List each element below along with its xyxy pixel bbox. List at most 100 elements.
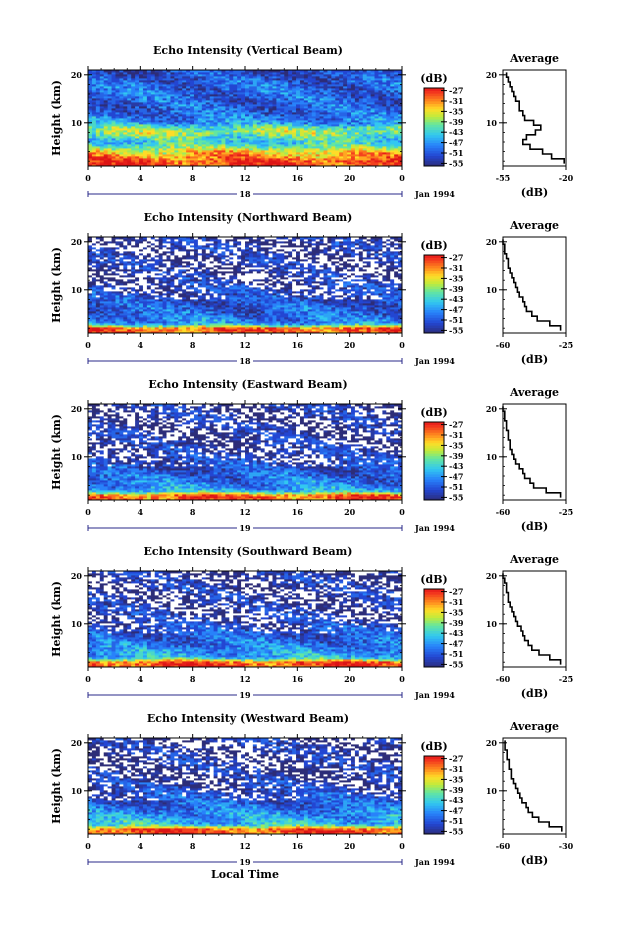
heatmap-cell	[154, 76, 160, 79]
heatmap-cell	[256, 317, 262, 320]
heatmap-cell	[131, 275, 136, 278]
heatmap-cell	[303, 148, 317, 151]
heatmap-cell	[131, 90, 140, 93]
heatmap-cell	[119, 273, 128, 276]
heatmap-cell	[327, 283, 340, 286]
heatmap-cell	[123, 124, 136, 127]
heatmap-cell	[378, 323, 387, 326]
heatmap-cell	[339, 295, 344, 298]
heatmap-cell	[209, 74, 215, 77]
heatmap-cell	[186, 283, 191, 286]
heatmap-cell	[217, 146, 222, 149]
heatmap-cell	[99, 74, 105, 77]
heatmap-cell	[233, 136, 238, 139]
heatmap-cell	[225, 156, 230, 159]
heatmap-cell	[299, 128, 305, 131]
heatmap-cell	[217, 285, 222, 288]
heatmap-cell	[123, 323, 132, 326]
heatmap-cell	[162, 309, 167, 312]
heatmap-cell	[139, 134, 152, 137]
heatmap-cell	[209, 156, 218, 159]
heatmap-cell	[362, 307, 368, 310]
heatmap-cell	[276, 327, 293, 330]
heatmap-cell	[127, 116, 132, 119]
heatmap-cell	[135, 144, 140, 147]
heatmap-cell	[186, 323, 191, 326]
heatmap-cell	[390, 76, 395, 79]
heatmap-cell	[197, 142, 203, 145]
heatmap-cell	[197, 305, 207, 308]
heatmap-cell	[182, 162, 187, 165]
heatmap-cell	[303, 96, 309, 99]
heatmap-cell	[374, 160, 383, 163]
heatmap-cell	[107, 329, 112, 332]
heatmap-cell	[166, 86, 171, 89]
heatmap-cell	[233, 313, 238, 316]
heatmap-cell	[362, 70, 368, 73]
heatmap-cell	[123, 297, 132, 300]
heatmap-cell	[303, 86, 309, 89]
heatmap-cell	[362, 84, 371, 87]
heatmap-cell	[256, 146, 266, 149]
heatmap-cell	[354, 311, 360, 314]
heatmap-cell	[170, 114, 175, 117]
heatmap-cell	[339, 104, 344, 107]
heatmap-cell	[209, 86, 215, 89]
heatmap-cell	[288, 277, 305, 280]
heatmap-cell	[390, 94, 395, 97]
heatmap-cell	[209, 295, 215, 298]
heatmap-cell	[91, 301, 97, 304]
heatmap-cell	[335, 164, 340, 167]
heatmap-cell	[311, 98, 317, 101]
heatmap-cell	[209, 291, 215, 294]
heatmap-cell	[115, 144, 120, 147]
heatmap-cell	[390, 120, 395, 123]
heatmap-cell	[272, 122, 277, 125]
heatmap-cell	[366, 136, 372, 139]
heatmap-cell	[95, 134, 101, 137]
heatmap-cell	[213, 118, 218, 121]
heatmap-cell	[201, 148, 214, 151]
heatmap-cell	[178, 104, 187, 107]
heatmap-cell	[205, 303, 214, 306]
heatmap-cell	[162, 283, 167, 286]
heatmap-cell	[217, 72, 222, 75]
heatmap-cell	[99, 116, 105, 119]
heatmap-cell	[213, 78, 226, 81]
heatmap-cell	[390, 291, 395, 294]
heatmap-cell	[390, 140, 399, 143]
heatmap-cell	[366, 327, 372, 330]
heatmap-cell	[193, 273, 199, 276]
heatmap-cell	[264, 323, 269, 326]
heatmap-cell	[252, 309, 258, 312]
heatmap-cell	[154, 325, 160, 328]
heatmap-cell	[131, 327, 136, 330]
heatmap-cell	[213, 293, 218, 296]
heatmap-cell	[182, 96, 187, 99]
heatmap-cell	[103, 331, 109, 334]
heatmap-cell	[225, 287, 230, 290]
heatmap-cell	[225, 132, 230, 135]
heatmap-cell	[119, 102, 124, 105]
heatmap-cell	[390, 102, 395, 105]
heatmap-cell	[378, 70, 383, 73]
heatmap-cell	[276, 124, 281, 127]
heatmap-cell	[327, 126, 336, 129]
heatmap-cell	[366, 86, 375, 89]
heatmap-cell	[99, 164, 105, 167]
heatmap-cell	[95, 138, 101, 141]
heatmap-cell	[362, 144, 368, 147]
heatmap-cell	[170, 311, 175, 314]
heatmap-cell	[205, 112, 211, 115]
heatmap-cell	[268, 291, 273, 294]
heatmap-cell	[358, 301, 371, 304]
heatmap-cell	[296, 164, 313, 167]
heatmap-cell	[174, 297, 183, 300]
heatmap-cell	[154, 74, 160, 77]
heatmap-cell	[264, 82, 269, 85]
heatmap-cell	[280, 148, 285, 151]
heatmap-cell	[95, 279, 105, 282]
heatmap-cell	[362, 291, 368, 294]
heatmap-cell	[347, 311, 352, 314]
heatmap-cell	[154, 299, 160, 302]
